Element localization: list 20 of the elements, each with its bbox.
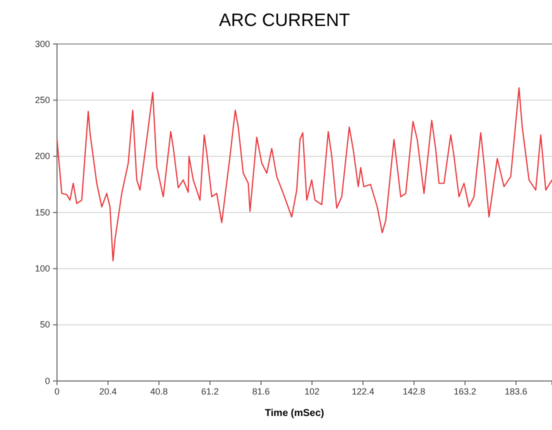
x-tick-label: 0 (54, 386, 60, 396)
x-tick-label: 61.2 (201, 386, 219, 396)
chart-title: ARC CURRENT (218, 10, 350, 30)
x-tick-label: 40.8 (150, 386, 168, 396)
y-tick-label: 0 (44, 376, 50, 386)
x-tick-label: 102 (304, 386, 320, 396)
y-tick-label: 50 (40, 320, 50, 330)
y-tick-label: 250 (34, 95, 50, 106)
x-tick-label: 122.4 (352, 386, 374, 396)
line-series (56, 87, 552, 262)
x-tick-label: 163.2 (454, 386, 476, 396)
x-axis-title: Time (mSec) (264, 408, 324, 419)
x-tick-label: 81.6 (252, 386, 270, 396)
x-tick-label: 20.4 (99, 386, 117, 396)
y-tick-label: 150 (34, 207, 50, 218)
x-tick-label: 142.8 (402, 386, 426, 396)
x-tick-label: 183.6 (504, 386, 528, 396)
y-tick-label: 100 (34, 264, 50, 274)
y-tick-label: 300 (34, 38, 50, 49)
y-tick-label: 200 (34, 151, 50, 162)
